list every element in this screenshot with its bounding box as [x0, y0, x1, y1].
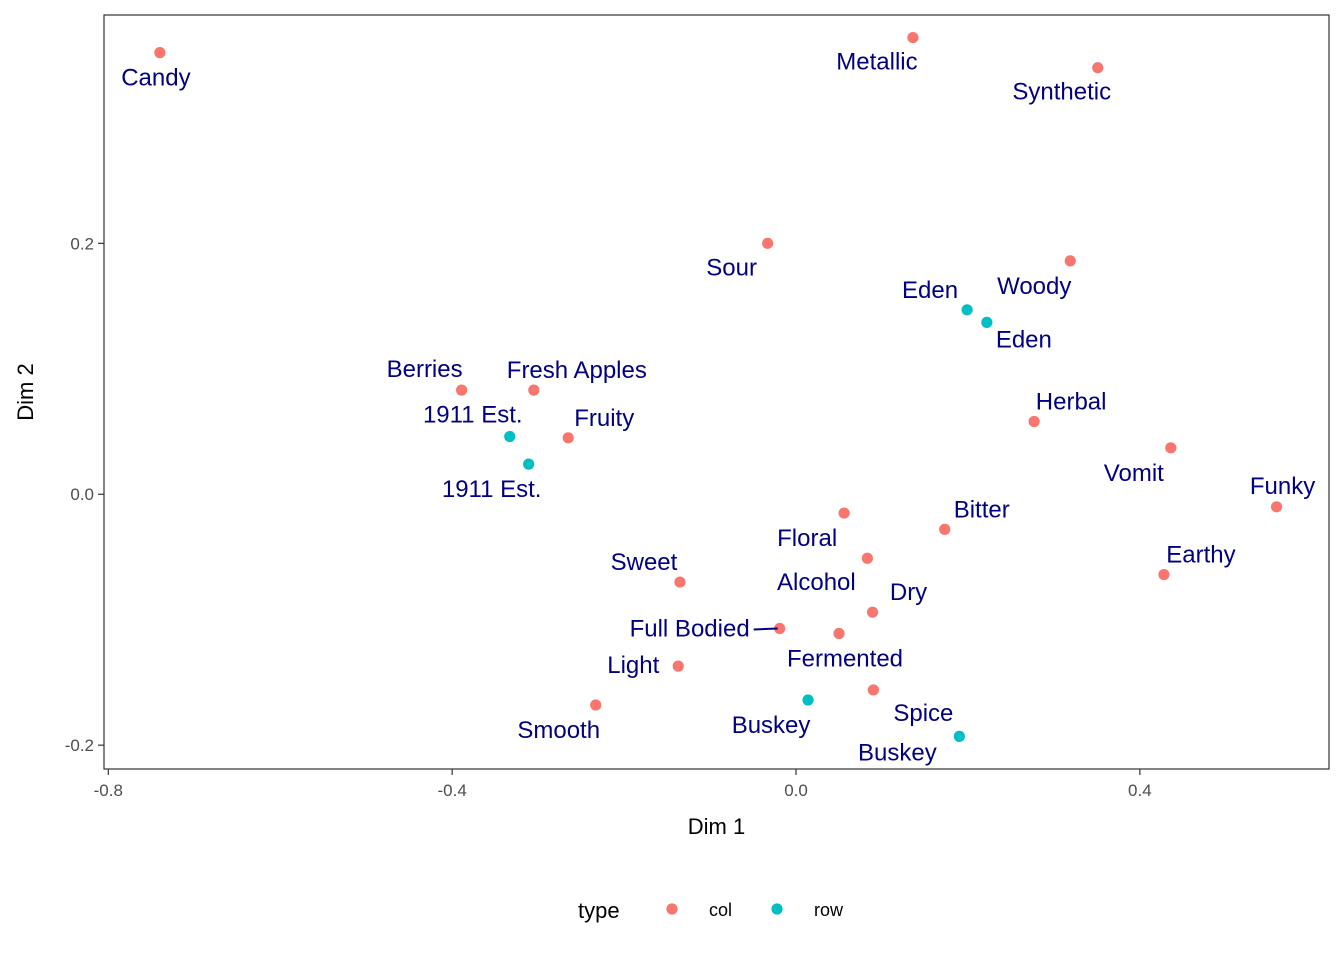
- point-col: [562, 432, 574, 444]
- point-col: [1092, 62, 1104, 74]
- point-row: [953, 730, 965, 742]
- point-label: Herbal: [1036, 388, 1107, 415]
- y-tick-label: 0.0: [70, 485, 94, 504]
- point-label: Smooth: [517, 717, 600, 744]
- point-col: [590, 699, 602, 711]
- label-connector: [753, 627, 778, 631]
- point-col: [674, 576, 686, 588]
- point-label: Spice: [893, 700, 953, 727]
- y-tick-label: 0.2: [70, 234, 94, 253]
- point-layer: [154, 31, 1283, 742]
- point-label: Buskey: [858, 739, 937, 766]
- point-label: 1911 Est.: [423, 402, 523, 429]
- point-col: [1158, 568, 1170, 581]
- x-tick-label: 0.0: [784, 781, 808, 800]
- label-layer: Candy Metallic Synthetic Sour Woody Eden Eden B…: [121, 49, 1315, 767]
- point-col: [1028, 415, 1040, 428]
- point-col: [154, 47, 166, 59]
- x-tick-label: -0.4: [438, 781, 467, 800]
- point-col: [939, 523, 951, 535]
- point-label: Candy: [121, 65, 190, 92]
- point-col: [833, 627, 845, 640]
- point-label: Full Bodied: [630, 615, 750, 642]
- point-label: Alcohol: [777, 569, 856, 596]
- point-label: Eden: [996, 326, 1052, 353]
- point-label: Light: [607, 652, 659, 679]
- point-label: Floral: [777, 525, 837, 552]
- point-label: Fresh Apples: [507, 357, 647, 384]
- point-row: [504, 430, 516, 443]
- x-tick-label: -0.8: [94, 781, 123, 800]
- point-label: Woody: [997, 273, 1071, 300]
- legend-label-row: row: [814, 900, 844, 920]
- legend: type col row: [578, 898, 844, 923]
- point-label: Eden: [902, 277, 958, 304]
- point-label: Fruity: [574, 405, 634, 432]
- legend-key-row: [771, 903, 783, 915]
- point-label: Dry: [890, 579, 927, 606]
- point-col: [907, 31, 919, 44]
- point-col: [867, 684, 879, 696]
- point-label: Sweet: [611, 549, 678, 576]
- y-axis-title: Dim 2: [13, 363, 38, 420]
- point-label: Synthetic: [1012, 79, 1111, 106]
- legend-label-col: col: [709, 900, 732, 920]
- point-col: [866, 606, 879, 618]
- point-col: [1165, 442, 1177, 454]
- point-col: [762, 237, 774, 249]
- point-col: [1270, 501, 1283, 513]
- point-label: Fermented: [787, 646, 903, 673]
- point-row: [802, 694, 814, 706]
- point-col: [456, 384, 468, 396]
- point-col: [672, 660, 684, 672]
- point-row: [981, 316, 993, 328]
- point-label: Bitter: [954, 496, 1010, 523]
- point-label: Funky: [1250, 473, 1315, 500]
- x-axis-title: Dim 1: [688, 814, 745, 839]
- point-col: [861, 552, 873, 564]
- point-label: Metallic: [836, 49, 917, 76]
- legend-title: type: [578, 898, 620, 923]
- plot-panel-border: [103, 14, 1330, 770]
- point-row: [961, 304, 973, 316]
- point-row: [523, 458, 535, 470]
- point-label: Buskey: [732, 712, 811, 739]
- point-label: Vomit: [1104, 460, 1164, 487]
- x-tick-label: 0.4: [1128, 781, 1152, 800]
- point-label: 1911 Est.: [442, 476, 542, 503]
- point-label: Berries: [387, 356, 463, 383]
- point-col: [774, 622, 786, 635]
- point-col: [838, 507, 850, 519]
- point-col: [1064, 255, 1076, 267]
- point-col: [528, 384, 540, 396]
- point-label: Earthy: [1166, 542, 1235, 569]
- point-label: Sour: [706, 254, 757, 281]
- legend-key-col: [666, 903, 678, 915]
- y-tick-label: -0.2: [65, 736, 94, 755]
- axis-layer: -0.8 -0.4 0.0 0.4 0.2 0.0 -0.2: [65, 234, 1152, 800]
